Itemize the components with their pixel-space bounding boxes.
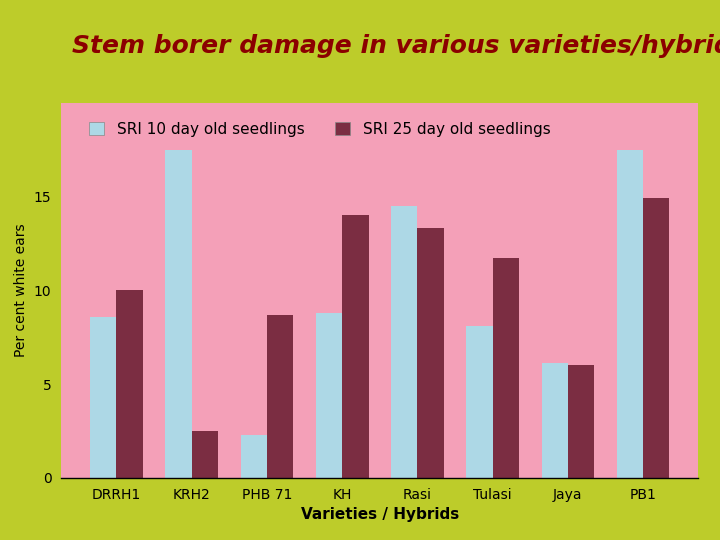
X-axis label: Varieties / Hybrids: Varieties / Hybrids [301, 507, 459, 522]
Bar [568, 366, 594, 478]
Legend: SRI 10 day old seedlings, SRI 25 day old seedlings: SRI 10 day old seedlings, SRI 25 day old… [81, 114, 558, 144]
Bar [617, 150, 643, 478]
Bar [240, 435, 267, 478]
Bar [492, 258, 519, 478]
Y-axis label: Per cent white ears: Per cent white ears [14, 224, 28, 357]
Bar [467, 326, 492, 478]
Bar [643, 198, 670, 478]
Text: Stem borer damage in various varieties/hybrids: Stem borer damage in various varieties/h… [72, 34, 720, 58]
Bar [316, 313, 342, 478]
Bar [90, 316, 117, 478]
Bar [117, 291, 143, 478]
Bar [391, 206, 418, 478]
Bar [192, 431, 218, 478]
Bar [267, 315, 293, 478]
Bar [541, 363, 568, 478]
Bar [418, 228, 444, 478]
Bar [166, 150, 192, 478]
Bar [342, 215, 369, 478]
